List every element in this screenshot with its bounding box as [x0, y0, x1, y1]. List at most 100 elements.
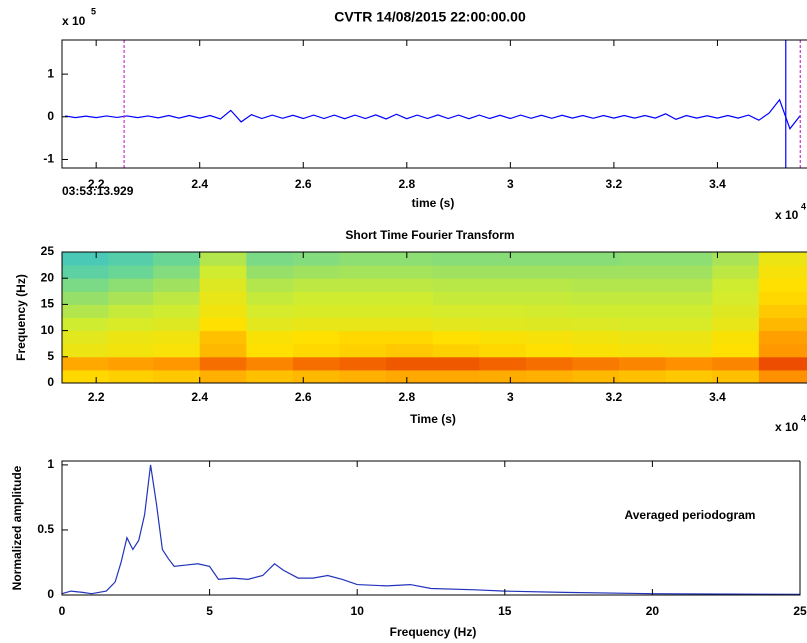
heat-cell — [62, 356, 110, 371]
heat-cell — [292, 330, 340, 345]
heat-cell — [246, 304, 294, 318]
heat-cell — [432, 252, 480, 266]
heat-cell — [108, 304, 154, 318]
heat-cell — [432, 291, 480, 305]
heat-cell — [62, 265, 110, 279]
heat-cell — [479, 304, 527, 318]
heat-cell — [572, 252, 620, 266]
y-tick-label: 0 — [47, 375, 54, 389]
x-tick-label: 5 — [206, 604, 213, 618]
heat-cell — [525, 330, 573, 345]
heat-cell — [665, 369, 713, 384]
x-tick-label: 25 — [793, 604, 807, 618]
x-axis-label: time (s) — [412, 196, 455, 210]
heat-cell — [199, 304, 247, 318]
heat-cell — [386, 343, 434, 358]
axes-frame — [61, 251, 807, 384]
data-line — [61, 464, 801, 595]
heat-cell — [619, 304, 667, 318]
heat-cell — [292, 356, 340, 371]
heat-cell — [712, 343, 760, 358]
heat-cell — [619, 356, 667, 371]
heat-cell — [525, 356, 573, 371]
heat-cell — [619, 330, 667, 345]
start-time-label: 03:53:13.929 — [62, 184, 134, 198]
heat-cell — [292, 343, 340, 358]
heat-cell — [479, 343, 527, 358]
axes-frame — [61, 39, 807, 169]
chart-title: Short Time Fourier Transform — [345, 228, 514, 242]
heat-cell — [246, 291, 294, 305]
heat-cell — [153, 369, 201, 384]
x-tick-label: 2.2 — [88, 390, 105, 404]
y-tick-label: 15 — [41, 297, 55, 311]
heat-cell — [153, 330, 201, 345]
x-tick-label: 20 — [646, 604, 660, 618]
heat-cell — [665, 330, 713, 345]
x-tick-label: 2.8 — [398, 390, 415, 404]
heat-cell — [619, 278, 667, 292]
heat-cell — [246, 278, 294, 292]
heat-cell — [758, 265, 807, 279]
heat-cell — [108, 330, 154, 345]
heat-cell — [153, 304, 201, 318]
heat-cell — [665, 356, 713, 371]
heat-cell — [665, 278, 713, 292]
heat-cell — [386, 356, 434, 371]
heat-cell — [199, 343, 247, 358]
y-tick-label: 1 — [47, 457, 54, 471]
heat-cell — [525, 252, 573, 266]
y-tick-label: 20 — [41, 270, 55, 284]
heat-cell — [525, 343, 573, 358]
heat-cell — [153, 317, 201, 332]
heat-cell — [432, 330, 480, 345]
heat-cell — [386, 369, 434, 384]
heat-cell — [108, 291, 154, 305]
y-tick-label: 25 — [41, 244, 55, 258]
heat-cell — [108, 369, 154, 384]
heat-cell — [479, 252, 527, 266]
heat-cell — [619, 369, 667, 384]
heat-cell — [479, 330, 527, 345]
heat-cell — [246, 369, 294, 384]
heat-cell — [572, 278, 620, 292]
x-tick-label: 2.2 — [88, 177, 105, 191]
x-tick-label: 2.6 — [295, 390, 312, 404]
heat-cell — [525, 278, 573, 292]
heat-cell — [479, 356, 527, 371]
heat-cell — [292, 369, 340, 384]
x-tick-label: 2.6 — [295, 177, 312, 191]
heat-cell — [712, 278, 760, 292]
heat-cell — [758, 330, 807, 345]
heat-cell — [386, 278, 434, 292]
heat-cell — [572, 330, 620, 345]
heat-cell — [339, 252, 387, 266]
heat-cell — [525, 265, 573, 279]
heat-cell — [199, 278, 247, 292]
heat-cell — [758, 304, 807, 318]
heat-cell — [108, 343, 154, 358]
heat-cell — [246, 265, 294, 279]
heat-cell — [339, 343, 387, 358]
y-tick-label: 0.5 — [37, 522, 54, 536]
heat-cell — [712, 291, 760, 305]
heat-cell — [108, 252, 154, 266]
heat-cell — [339, 330, 387, 345]
heat-cell — [665, 317, 713, 332]
heat-cell — [758, 252, 807, 266]
heat-cell — [386, 252, 434, 266]
x-axis-label: Time (s) — [410, 412, 456, 426]
heat-cell — [339, 369, 387, 384]
heat-cell — [665, 265, 713, 279]
heat-cell — [479, 291, 527, 305]
x-exponent-base: x 10 — [775, 208, 799, 222]
data-line — [65, 98, 801, 130]
heat-cell — [386, 291, 434, 305]
heat-cell — [339, 278, 387, 292]
y-tick-label: 0 — [47, 587, 54, 601]
heat-cell — [62, 291, 110, 305]
heat-cell — [62, 304, 110, 318]
heat-cell — [292, 278, 340, 292]
heat-cell — [758, 291, 807, 305]
